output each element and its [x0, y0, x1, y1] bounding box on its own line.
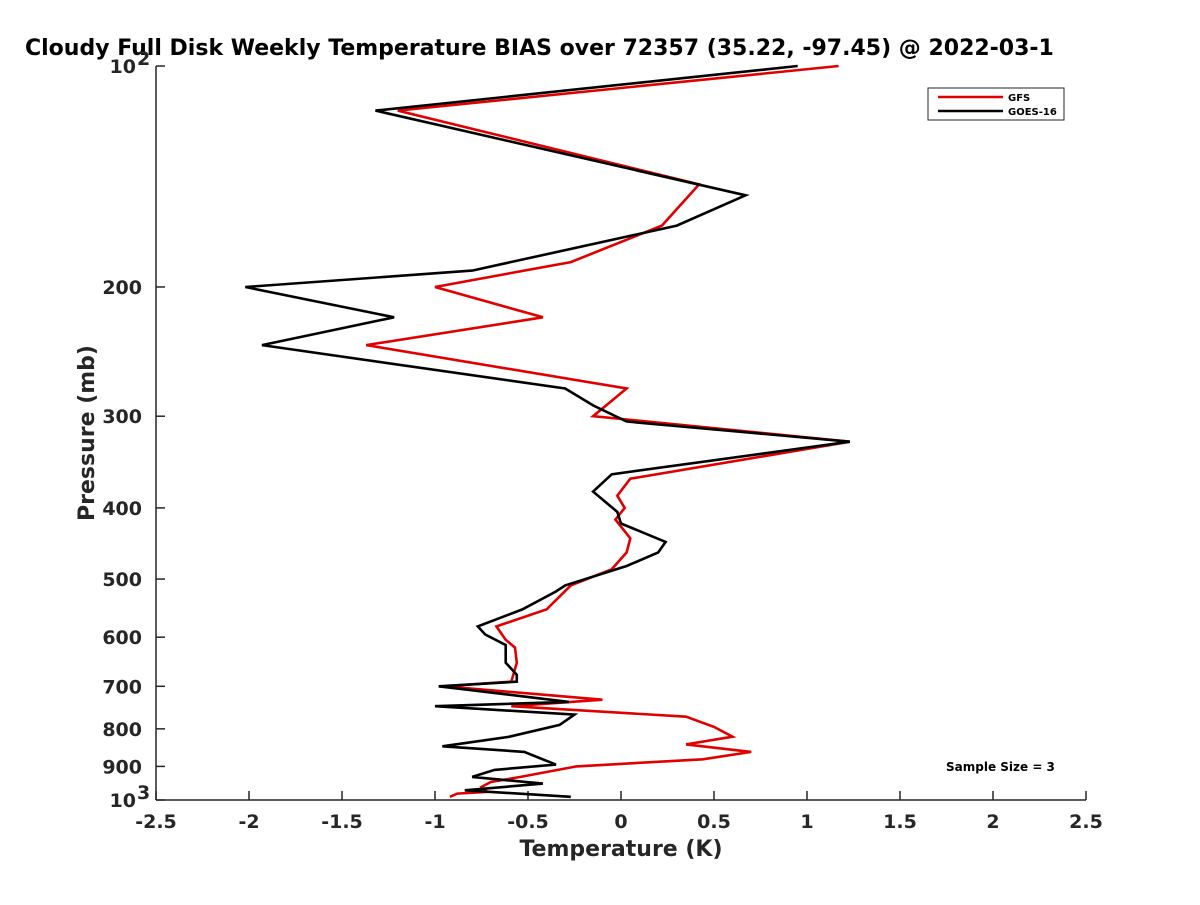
y-tick-label: 300 — [102, 406, 142, 428]
y-tick-exponent: 2 — [137, 48, 150, 70]
series-lines — [245, 64, 851, 799]
legend-box — [927, 87, 1065, 121]
x-tick-label: -2 — [238, 811, 259, 833]
series-line-gfs — [365, 64, 851, 798]
legend: GFS GOES-16 — [927, 87, 1065, 121]
x-axis-label: Temperature (K) — [519, 837, 722, 862]
series-line-goes-16 — [245, 64, 850, 799]
x-tick-label: 2 — [986, 811, 999, 833]
x-tick-label: 1.5 — [883, 811, 917, 833]
y-tick-label: 400 — [102, 498, 142, 520]
x-tick-label: 1 — [800, 811, 813, 833]
plot-area: -2.5 -2 -1.5 -1 -0.5 0 0.5 1 1.5 2 2.5 10 220030040… — [102, 48, 1103, 833]
x-tick-label: 2.5 — [1069, 811, 1103, 833]
x-tick-label: -2.5 — [135, 811, 177, 833]
y-tick-label: 600 — [102, 627, 142, 649]
legend-label-goes-16: GOES-16 — [1008, 107, 1057, 118]
y-tick-label: 800 — [102, 719, 142, 741]
y-tick-exponent: 3 — [137, 782, 150, 804]
x-tick-label: 0.5 — [697, 811, 731, 833]
legend-label-gfs: GFS — [1008, 93, 1030, 104]
x-tick-label: -0.5 — [507, 811, 549, 833]
chart-title: Cloudy Full Disk Weekly Temperature BIAS… — [25, 36, 1054, 61]
x-tick-label: 0 — [614, 811, 627, 833]
y-axis-label: Pressure (mb) — [75, 345, 100, 521]
y-tick-label: 700 — [102, 676, 142, 698]
y-tick-label: 500 — [102, 569, 142, 591]
y-tick-label: 10 — [110, 56, 136, 78]
y-tick-label: 10 — [110, 790, 136, 812]
y-tick-label: 200 — [102, 277, 142, 299]
x-tick-label: -1.5 — [321, 811, 363, 833]
y-tick-label: 900 — [102, 756, 142, 778]
x-tick-label: -1 — [424, 811, 445, 833]
x-ticks: -2.5 -2 -1.5 -1 -0.5 0 0.5 1 1.5 2 2.5 — [135, 791, 1103, 833]
sample-size-annotation: Sample Size = 3 — [946, 760, 1055, 774]
